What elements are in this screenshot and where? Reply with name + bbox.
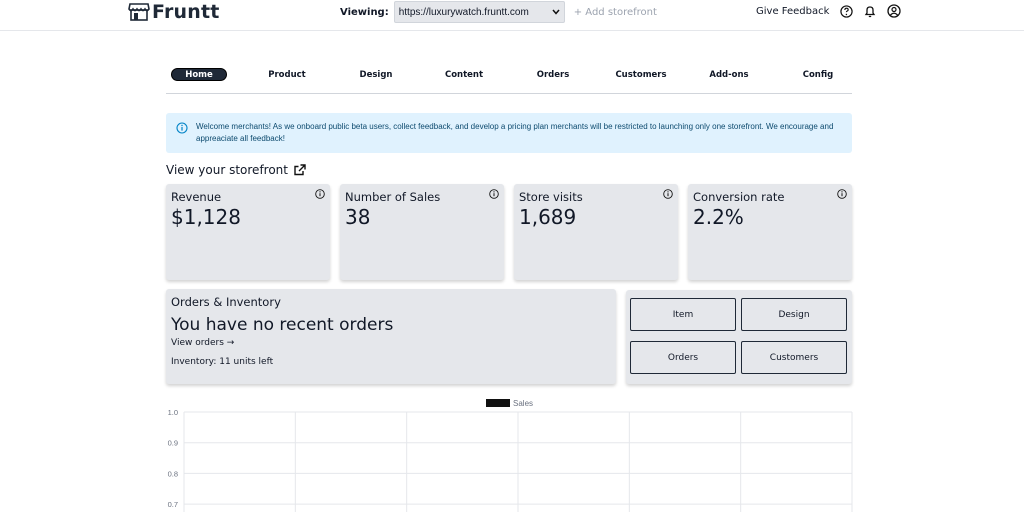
view-storefront-link[interactable]: View your storefront <box>166 163 306 177</box>
card-value: 38 <box>345 205 371 229</box>
help-icon[interactable] <box>839 4 853 18</box>
revenue-card: Revenue $1,128 <box>166 184 330 280</box>
view-orders-label: View orders <box>171 338 224 348</box>
card-title: Number of Sales <box>345 190 441 204</box>
external-link-icon <box>294 164 306 176</box>
viewing-label: Viewing: <box>340 6 389 18</box>
storefront-logo-icon <box>128 3 150 21</box>
bell-icon[interactable] <box>863 4 877 18</box>
info-icon[interactable] <box>489 189 499 199</box>
account-icon[interactable] <box>887 4 902 18</box>
card-value: $1,128 <box>171 205 241 229</box>
orders-card-title: Orders & Inventory <box>171 295 281 309</box>
main-nav: Home Product Design Content Orders Custo… <box>166 66 852 94</box>
logo[interactable]: Fruntt <box>128 1 220 23</box>
sales-count-card: Number of Sales 38 <box>340 184 504 280</box>
inventory-count: Inventory: 11 units left <box>171 357 274 367</box>
quick-actions-panel: Item Design Orders Customers <box>626 290 852 384</box>
arrow-right-icon: → <box>226 338 235 348</box>
card-title: Store visits <box>519 190 583 204</box>
storefront-url-value: https://luxurywatch.fruntt.com <box>398 6 529 18</box>
tab-design[interactable]: Design <box>359 69 393 80</box>
view-orders-link[interactable]: View orders → <box>171 338 611 348</box>
conversion-rate-card: Conversion rate 2.2% <box>688 184 852 280</box>
card-title: Conversion rate <box>693 190 785 204</box>
customers-button[interactable]: Customers <box>741 341 847 374</box>
chevron-down-icon <box>552 9 560 15</box>
card-value: 2.2% <box>693 205 744 229</box>
banner-message: Welcome merchants! As we onboard public … <box>196 122 834 143</box>
legend-swatch-sales <box>486 399 510 407</box>
tab-product[interactable]: Product <box>268 69 306 80</box>
view-storefront-label: View your storefront <box>166 163 288 177</box>
top-bar: Fruntt Viewing: https://luxurywatch.frun… <box>0 0 1024 31</box>
tab-config[interactable]: Config <box>802 69 834 80</box>
tab-orders[interactable]: Orders <box>536 69 570 80</box>
app-name: Fruntt <box>152 1 220 23</box>
storefront-url-select[interactable]: https://luxurywatch.fruntt.com <box>393 1 565 23</box>
sales-chart: Sales 1.0 0.9 0.8 0.7 <box>160 394 860 512</box>
sales-chart-svg: Sales 1.0 0.9 0.8 0.7 <box>168 399 853 512</box>
tab-add-ons[interactable]: Add-ons <box>709 69 749 80</box>
y-tick-label: 1.0 <box>168 408 178 417</box>
header-actions: Give Feedback <box>756 4 902 18</box>
y-tick-label: 0.7 <box>168 500 178 509</box>
card-title: Revenue <box>171 190 222 204</box>
info-icon <box>176 122 188 134</box>
info-icon[interactable] <box>837 189 847 199</box>
tab-customers[interactable]: Customers <box>615 69 667 80</box>
no-orders-message: You have no recent orders <box>171 315 394 335</box>
orders-inventory-card: Orders & Inventory You have no recent or… <box>166 289 616 384</box>
card-value: 1,689 <box>519 205 577 229</box>
item-button[interactable]: Item <box>630 298 736 331</box>
info-icon[interactable] <box>315 189 325 199</box>
tab-content[interactable]: Content <box>444 69 484 80</box>
add-storefront-link[interactable]: + Add storefront <box>573 6 657 18</box>
storefront-selector: Viewing: https://luxurywatch.fruntt.com … <box>340 1 657 23</box>
y-tick-label: 0.8 <box>168 469 178 478</box>
orders-button[interactable]: Orders <box>630 341 736 374</box>
legend-label-sales: Sales <box>513 399 533 408</box>
tab-home[interactable]: Home <box>171 68 227 81</box>
beta-notice-banner: Welcome merchants! As we onboard public … <box>166 113 852 153</box>
y-tick-label: 0.9 <box>168 439 178 448</box>
design-button[interactable]: Design <box>741 298 847 331</box>
give-feedback-link[interactable]: Give Feedback <box>756 5 830 17</box>
store-visits-card: Store visits 1,689 <box>514 184 678 280</box>
info-icon[interactable] <box>663 189 673 199</box>
